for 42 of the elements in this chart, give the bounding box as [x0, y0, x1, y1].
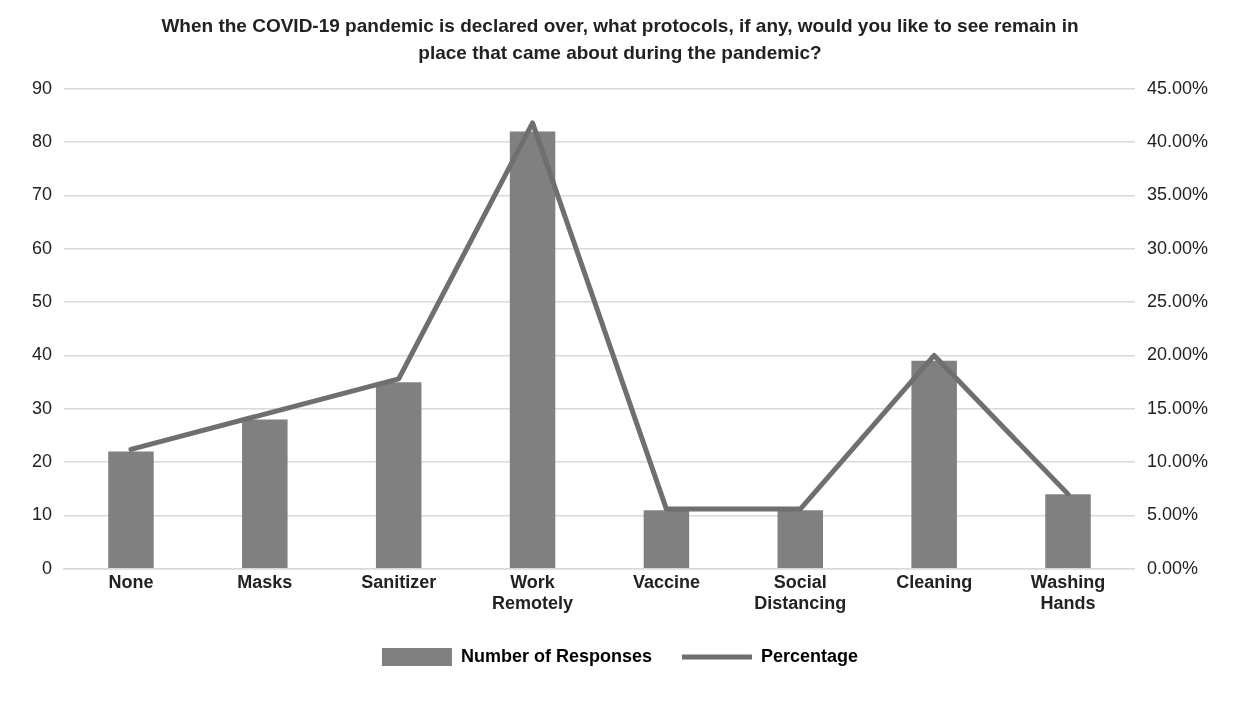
- y-tick-label: 90: [31, 77, 53, 98]
- y2-tick-label: 35.00%: [1146, 184, 1209, 205]
- y-tick-label: 80: [31, 131, 53, 152]
- category-label: Hands: [1040, 593, 1096, 614]
- y-tick-label: 20: [31, 451, 53, 472]
- category-label: Cleaning: [896, 571, 973, 592]
- y-tick-label: 0: [42, 557, 53, 578]
- category-label: Social: [773, 571, 827, 592]
- bar: [509, 131, 556, 569]
- y2-tick-label: 20.00%: [1146, 344, 1209, 365]
- category-label: Masks: [237, 571, 293, 592]
- category-label: Washing: [1030, 571, 1106, 592]
- bar: [242, 419, 288, 569]
- category-label: Work: [510, 571, 555, 592]
- y-tick-label: 50: [31, 291, 53, 312]
- y-tick-label: 70: [31, 184, 53, 205]
- y2-tick-label: 0.00%: [1146, 557, 1198, 578]
- category-label: None: [108, 571, 154, 592]
- chart-title: When the COVID-19 pandemic is declared over, what protocols, if any, would you like to see remain in place that came about during the pandemic?: [160, 14, 1080, 65]
- y2-tick-label: 45.00%: [1146, 77, 1209, 98]
- y2-tick-label: 15.00%: [1146, 397, 1209, 418]
- category-label: Vaccine: [632, 571, 700, 592]
- y-tick-label: 40: [31, 344, 53, 365]
- bar: [643, 510, 690, 569]
- y-tick-label: 10: [31, 504, 53, 525]
- category-label: Distancing: [754, 593, 847, 614]
- category-label: Remotely: [492, 593, 574, 614]
- y2-tick-label: 10.00%: [1146, 451, 1209, 472]
- y-tick-label: 60: [31, 237, 53, 258]
- legend-label: Number of Responses: [460, 645, 652, 666]
- bar: [777, 510, 824, 569]
- y-tick-label: 30: [31, 397, 53, 418]
- y2-tick-label: 30.00%: [1146, 237, 1209, 258]
- legend-label: Percentage: [761, 645, 859, 666]
- y2-tick-label: 40.00%: [1146, 131, 1209, 152]
- bar: [1045, 494, 1091, 569]
- bar: [911, 360, 957, 569]
- category-label: Sanitizer: [361, 571, 437, 592]
- y2-tick-label: 25.00%: [1146, 291, 1209, 312]
- bar: [108, 451, 154, 569]
- y2-tick-label: 5.00%: [1146, 504, 1198, 525]
- bar: [375, 382, 422, 569]
